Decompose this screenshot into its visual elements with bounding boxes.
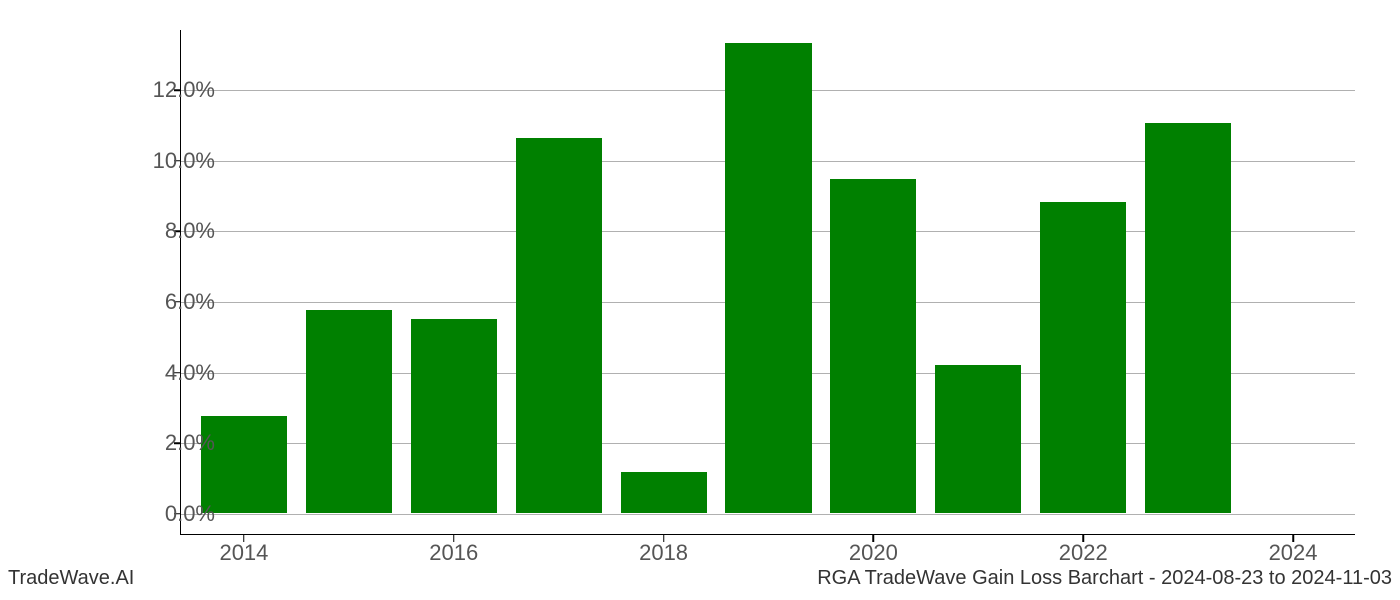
ytick-label: 0.0% <box>135 501 215 527</box>
xtick-label: 2024 <box>1269 540 1318 566</box>
footer-brand: TradeWave.AI <box>8 567 134 590</box>
xtick-label: 2014 <box>219 540 268 566</box>
plot-area: 201420162018202020222024 <box>180 30 1355 535</box>
xtick-label: 2022 <box>1059 540 1108 566</box>
ytick-label: 2.0% <box>135 430 215 456</box>
bar <box>725 43 811 513</box>
ytick-label: 8.0% <box>135 218 215 244</box>
bar <box>935 365 1021 513</box>
chart-container: 201420162018202020222024 <box>180 30 1355 535</box>
ytick-label: 6.0% <box>135 289 215 315</box>
bar <box>830 179 916 513</box>
bar <box>306 310 392 513</box>
xtick-label: 2020 <box>849 540 898 566</box>
xtick-label: 2018 <box>639 540 688 566</box>
xtick-label: 2016 <box>429 540 478 566</box>
footer-caption: RGA TradeWave Gain Loss Barchart - 2024-… <box>817 567 1392 590</box>
ytick-label: 10.0% <box>135 148 215 174</box>
ytick-label: 12.0% <box>135 77 215 103</box>
bar <box>411 319 497 513</box>
bar <box>516 138 602 512</box>
bar <box>1145 123 1231 513</box>
bar <box>621 472 707 513</box>
gridline <box>181 514 1355 515</box>
bar <box>1040 202 1126 513</box>
ytick-label: 4.0% <box>135 360 215 386</box>
